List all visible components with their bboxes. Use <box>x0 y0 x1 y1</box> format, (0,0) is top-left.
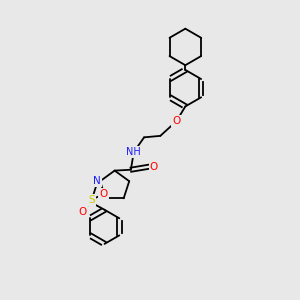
Text: S: S <box>88 195 94 205</box>
Text: O: O <box>78 206 87 217</box>
Text: NH: NH <box>126 147 141 157</box>
Text: O: O <box>100 189 108 199</box>
Text: O: O <box>172 116 181 126</box>
Text: N: N <box>93 176 101 186</box>
Text: O: O <box>150 162 158 172</box>
